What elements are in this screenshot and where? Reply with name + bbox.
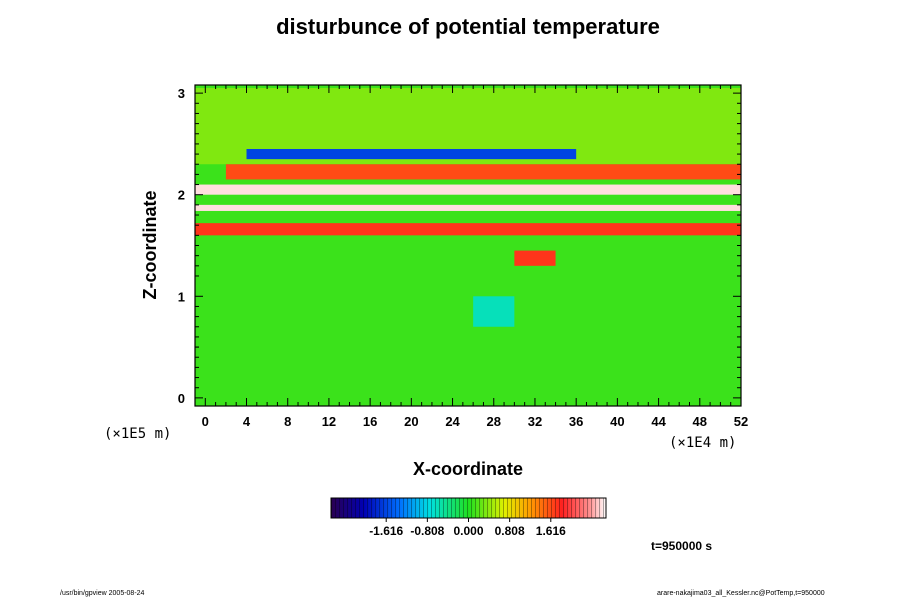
x-tick-label: 44	[651, 414, 666, 429]
chart-title: disturbunce of potential temperature	[276, 14, 660, 39]
time-label: t=950000 s	[651, 539, 713, 553]
x-axis-label: X-coordinate	[412, 459, 523, 479]
x-scale-label: (×1E4 m)	[669, 435, 737, 451]
colorbar-levels	[331, 498, 606, 518]
colorbar-tick-label: 0.000	[453, 524, 483, 538]
y-tick-label: 0	[178, 391, 185, 406]
x-tick-label: 52	[734, 414, 748, 429]
cold-plume	[473, 296, 515, 327]
x-tick-label: 4	[243, 414, 251, 429]
y-axis-label: Z-coordinate	[140, 190, 160, 300]
y-scale-label: (×1E5 m)	[104, 426, 172, 442]
white-band-1	[195, 184, 741, 195]
white-band-2	[195, 204, 741, 211]
x-tick-label: 12	[322, 414, 336, 429]
colorbar-tick-label: -1.616	[369, 524, 403, 538]
blue-wave-trough	[246, 148, 577, 160]
y-tick-label: 1	[178, 289, 185, 304]
x-tick-label: 32	[528, 414, 542, 429]
colorbar-tick-label: 1.616	[536, 524, 566, 538]
x-tick-label: 28	[487, 414, 501, 429]
colorbar-tick-label: -0.808	[410, 524, 444, 538]
x-tick-label: 16	[363, 414, 377, 429]
y-axis: 0 1 2 3	[178, 86, 741, 406]
red-inversion-band	[195, 223, 741, 236]
colorbar-tick-label: 0.808	[495, 524, 525, 538]
warm-blob	[514, 250, 556, 266]
red-band-upper	[225, 164, 742, 180]
heatmap-area	[195, 85, 742, 406]
x-tick-label: 40	[610, 414, 624, 429]
x-tick-label: 8	[284, 414, 291, 429]
x-axis: 0 4 8 12 16 20 24 28 32 36 40 44 48 52	[202, 85, 748, 429]
x-tick-label: 20	[404, 414, 418, 429]
colorbar: -1.616 -0.808 0.000 0.808 1.616	[330, 497, 607, 538]
footer-file: arare-nakajima03_all_Kessler.nc@PotTemp,…	[657, 590, 825, 597]
x-tick-label: 36	[569, 414, 583, 429]
x-tick-label: 24	[445, 414, 460, 429]
footer-command: /usr/bin/gpview 2005-08-24	[60, 590, 145, 597]
x-tick-label: 0	[202, 414, 209, 429]
x-tick-label: 48	[693, 414, 707, 429]
y-tick-label: 3	[178, 86, 185, 101]
y-tick-label: 2	[178, 188, 185, 203]
